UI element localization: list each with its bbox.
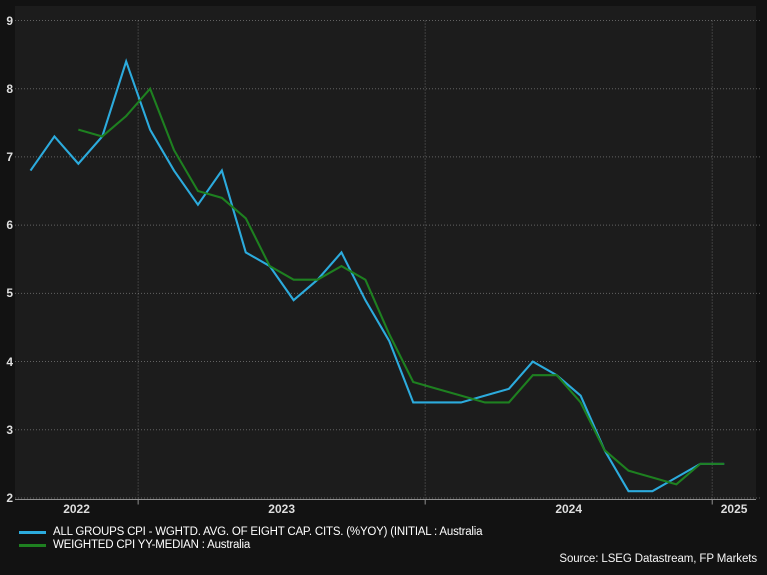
x-axis-label: 2022 [63, 502, 90, 516]
series-line-weighted-median [78, 86, 725, 486]
y-axis-label: 6 [6, 218, 13, 233]
y-axis-label: 3 [6, 422, 13, 437]
x-axis-label: 2023 [268, 502, 296, 516]
cpi-line-swatch [19, 531, 46, 534]
y-axis-label: 9 [6, 13, 13, 28]
x-axis-label: 2025 [720, 502, 748, 516]
plot-area-background [15, 6, 756, 500]
x-axis-label: 2024 [555, 502, 583, 516]
legend: ALL GROUPS CPI - WGHTD. AVG. OF EIGHT CA… [19, 526, 483, 552]
median-series-label: WEIGHTED CPI YY-MEDIAN : Australia [53, 539, 251, 551]
y-axis-label: 2 [6, 490, 13, 505]
y-axis-label: 7 [6, 149, 13, 164]
median-line-swatch [19, 544, 46, 547]
cpi-series-label: ALL GROUPS CPI - WGHTD. AVG. OF EIGHT CA… [53, 526, 483, 538]
y-axis-label: 5 [6, 286, 13, 301]
legend-row-median: WEIGHTED CPI YY-MEDIAN : Australia [19, 539, 482, 552]
series-line-all-groups-cpi [29, 58, 725, 493]
y-axis-label: 4 [6, 354, 13, 369]
source-attribution: Source: LSEG Datastream, FP Markets [559, 553, 757, 565]
y-axis-label: 8 [6, 81, 13, 96]
legend-row-cpi: ALL GROUPS CPI - WGHTD. AVG. OF EIGHT CA… [19, 526, 483, 539]
